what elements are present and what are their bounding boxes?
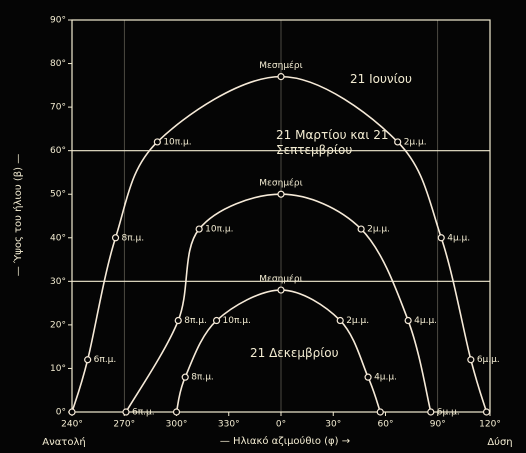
hour-point bbox=[212, 316, 221, 325]
hour-label: Μεσημέρι bbox=[259, 60, 302, 71]
series-label: 21 Ιουνίου bbox=[350, 72, 412, 86]
x-tick-label: 30° bbox=[325, 420, 341, 430]
hour-label: Μεσημέρι bbox=[259, 178, 302, 189]
series-label: 21 Δεκεμβρίου bbox=[250, 346, 339, 360]
hour-label: 6π.μ. bbox=[132, 408, 155, 418]
x-tick-label: 330° bbox=[218, 420, 240, 430]
x-tick-label: 270° bbox=[113, 420, 135, 430]
hour-point bbox=[437, 234, 445, 242]
y-tick-label: 20° bbox=[50, 320, 66, 330]
y-tick-label: 70° bbox=[50, 103, 66, 113]
x-tick-label: 90° bbox=[430, 420, 446, 430]
x-axis-title: — Ηλιακό αζιμούθιο (φ) → bbox=[220, 435, 350, 447]
y-tick-label: 60° bbox=[50, 146, 66, 156]
hour-point bbox=[394, 138, 402, 146]
hour-label: 2μ.μ. bbox=[346, 316, 369, 326]
series-label: 21 Μαρτίου και 21 Σεπτεμβρίου bbox=[276, 128, 389, 157]
hour-label: 6μ.μ. bbox=[477, 355, 500, 365]
hour-label: Μεσημέρι bbox=[259, 274, 302, 285]
x-tick-label: 240° bbox=[61, 420, 83, 430]
y-axis-title: — Ύψος του ήλιου (β) — bbox=[12, 154, 24, 276]
y-tick-label: 30° bbox=[50, 277, 66, 287]
hour-label: 10π.μ. bbox=[205, 225, 233, 235]
hour-label: 8π.μ. bbox=[184, 316, 207, 326]
hour-point bbox=[376, 408, 384, 416]
hour-point bbox=[467, 356, 475, 364]
hour-label: 8π.μ. bbox=[122, 233, 145, 243]
hour-point bbox=[336, 316, 344, 325]
hour-point bbox=[357, 225, 365, 233]
y-tick-label: 0° bbox=[56, 408, 66, 418]
x-tick-label: 300° bbox=[166, 420, 188, 430]
hour-point bbox=[277, 286, 285, 294]
y-tick-label: 50° bbox=[50, 190, 66, 200]
hour-label: 4μ.μ. bbox=[374, 373, 397, 383]
hour-point bbox=[153, 138, 161, 146]
hour-point bbox=[68, 408, 76, 416]
y-tick-label: 10° bbox=[50, 364, 66, 374]
hour-point bbox=[195, 225, 203, 233]
hour-label: 6π.μ. bbox=[94, 355, 117, 365]
x-tick-label: 0° bbox=[276, 420, 286, 430]
hour-point bbox=[111, 234, 120, 242]
y-tick-label: 80° bbox=[50, 59, 66, 69]
hour-point bbox=[174, 316, 182, 325]
y-tick-label: 40° bbox=[50, 233, 66, 243]
hour-point bbox=[122, 408, 130, 416]
sun-path bbox=[71, 75, 488, 413]
hour-label: 4μ.μ. bbox=[447, 233, 470, 243]
x-tick-label: 60° bbox=[378, 420, 394, 430]
hour-point bbox=[84, 356, 92, 364]
east-label: Ανατολή bbox=[42, 436, 85, 448]
hour-point bbox=[404, 316, 412, 325]
hour-point bbox=[427, 408, 435, 416]
hour-label: 6μ.μ. bbox=[437, 408, 460, 418]
y-tick-label: 90° bbox=[50, 16, 66, 26]
hour-label: 4μ.μ. bbox=[414, 316, 437, 326]
hour-point bbox=[277, 73, 285, 81]
west-label: Δύση bbox=[487, 436, 512, 448]
hour-point bbox=[364, 373, 372, 381]
hour-label: 8π.μ. bbox=[191, 373, 214, 383]
hour-point bbox=[172, 408, 181, 416]
hour-point bbox=[482, 408, 491, 416]
hour-label: 10π.μ. bbox=[163, 137, 191, 147]
hour-label: 2μ.μ. bbox=[367, 225, 390, 235]
hour-label: 2μ.μ. bbox=[404, 137, 427, 147]
hour-point bbox=[277, 190, 285, 198]
hour-label: 10π.μ. bbox=[223, 316, 251, 326]
x-tick-label: 120° bbox=[479, 420, 501, 430]
hour-point bbox=[181, 373, 189, 381]
